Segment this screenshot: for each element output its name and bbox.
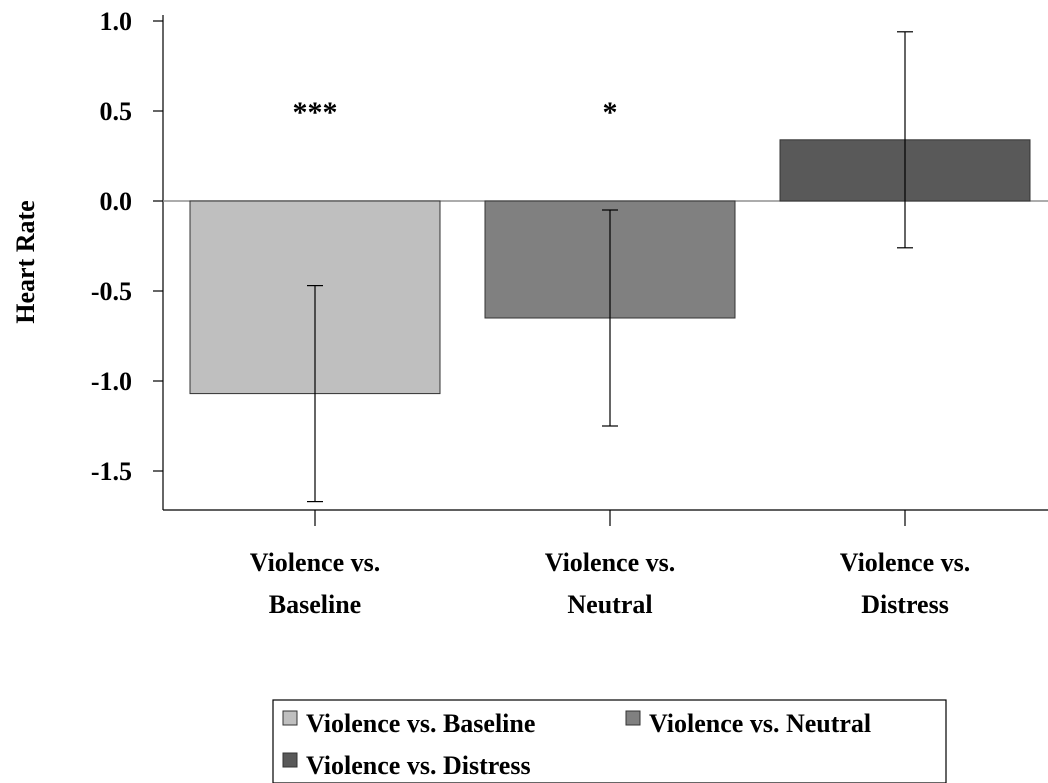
legend: Violence vs. Baseline Violence vs. Neutra… <box>272 699 947 783</box>
plot-area: 1.0 0.5 0.0 -0.5 -1.0 -1.5 Heart Rate Violence … <box>11 7 1048 619</box>
x-tick-label: Violence vs. <box>545 548 675 577</box>
x-tick-label: Baseline <box>269 590 361 619</box>
significance-marker: *** <box>293 96 338 129</box>
legend-label: Violence vs. Distress <box>306 751 531 780</box>
y-axis-title: Heart Rate <box>11 200 40 323</box>
y-tick-label: 0.0 <box>100 187 133 216</box>
legend-label: Violence vs. Neutral <box>649 709 871 738</box>
y-tick-label: -1.0 <box>91 367 132 396</box>
x-tick-label: Distress <box>861 590 949 619</box>
x-tick-label: Violence vs. <box>840 548 970 577</box>
y-tick-label: 1.0 <box>100 7 133 36</box>
legend-box <box>272 699 947 783</box>
legend-label: Violence vs. Baseline <box>306 709 535 738</box>
y-tick-label: -0.5 <box>91 277 132 306</box>
legend-swatch <box>282 710 298 726</box>
x-tick-label: Neutral <box>567 590 652 619</box>
legend-swatch <box>282 752 298 768</box>
legend-swatch <box>625 710 641 726</box>
y-tick-label: -1.5 <box>91 457 132 486</box>
x-tick-label: Violence vs. <box>250 548 380 577</box>
significance-marker: * <box>603 96 618 129</box>
y-tick-label: 0.5 <box>100 97 133 126</box>
